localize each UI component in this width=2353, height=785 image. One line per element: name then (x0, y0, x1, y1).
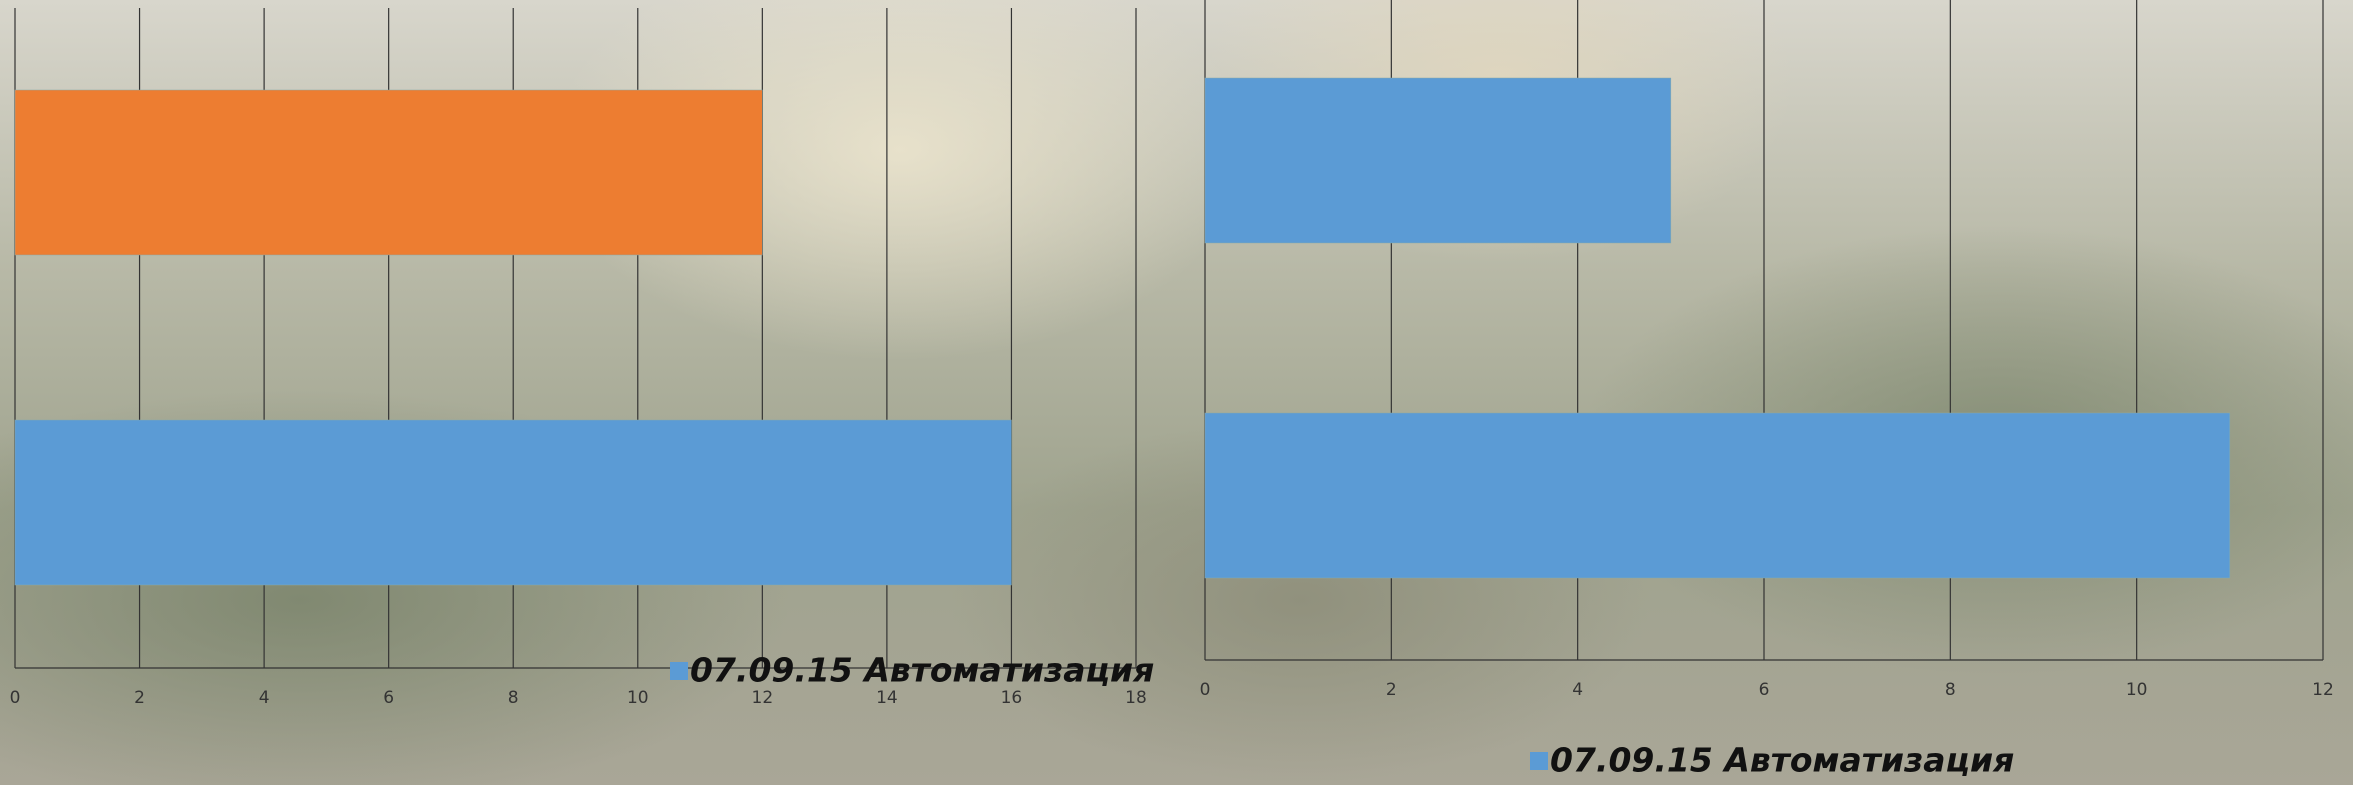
x-tick-label: 2 (134, 688, 145, 708)
charts: 02468101214161807.09.15 Автоматизация024… (0, 0, 2353, 785)
x-tick-label: 4 (1572, 680, 1583, 700)
x-tick-label: 0 (10, 688, 21, 708)
bar (15, 420, 1011, 585)
x-tick-label: 10 (2126, 680, 2148, 700)
legend-label: 07.09.15 Автоматизация (690, 651, 1154, 690)
x-tick-label: 16 (1001, 688, 1023, 708)
x-tick-label: 18 (1125, 688, 1147, 708)
bar (1205, 413, 2230, 578)
x-tick-label: 6 (383, 688, 394, 708)
x-tick-label: 2 (1386, 680, 1397, 700)
x-tick-label: 6 (1759, 680, 1770, 700)
x-tick-label: 12 (2312, 680, 2334, 700)
bar (1205, 78, 1671, 243)
page: 02468101214161807.09.15 Автоматизация024… (0, 0, 2353, 785)
x-tick-label: 0 (1200, 680, 1211, 700)
legend-swatch (1530, 752, 1548, 770)
x-tick-label: 12 (752, 688, 774, 708)
x-tick-label: 8 (508, 688, 519, 708)
x-tick-label: 4 (259, 688, 270, 708)
legend-label: 07.09.15 Автоматизация (1550, 741, 2014, 780)
bar (15, 90, 762, 255)
legend-swatch (670, 662, 688, 680)
x-tick-label: 10 (627, 688, 649, 708)
x-tick-label: 8 (1945, 680, 1956, 700)
x-tick-label: 14 (876, 688, 898, 708)
